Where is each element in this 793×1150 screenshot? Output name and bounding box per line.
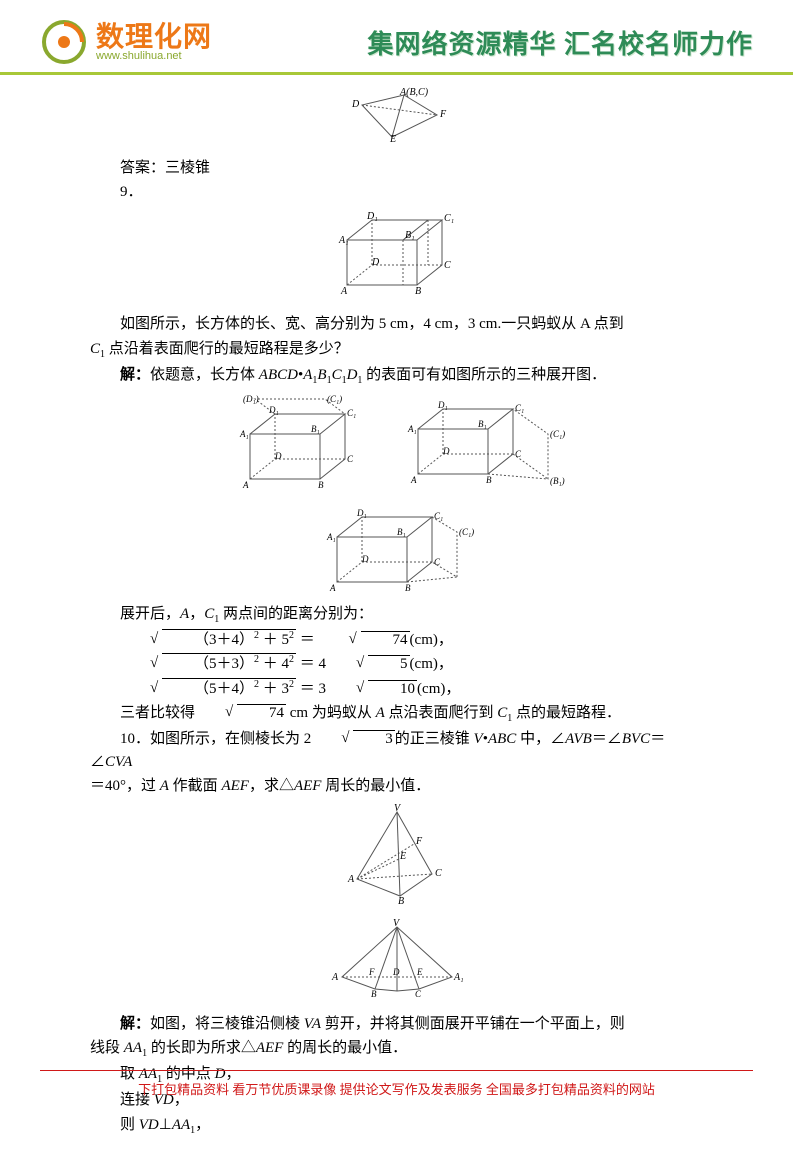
svg-text:B: B — [415, 286, 421, 297]
q9-number: 9． — [90, 181, 703, 204]
svg-text:D₁: D₁ — [366, 211, 378, 222]
svg-text:D: D — [361, 554, 369, 564]
svg-text:B: B — [398, 896, 404, 904]
svg-text:A: A — [340, 286, 348, 297]
svg-text:A₁: A₁ — [453, 972, 464, 983]
svg-text:F: F — [415, 836, 423, 847]
logo-icon — [40, 18, 88, 66]
svg-text:E: E — [389, 134, 396, 143]
figure-unfold-row1: (D₁) (C₁) D₁ C₁ A₁ B₁ A D C B — [90, 390, 703, 498]
svg-text:B₁: B₁ — [397, 527, 406, 537]
svg-text:D: D — [274, 451, 282, 461]
q10-text-2: ＝40°，过 A 作截面 AEF，求△AEF 周长的最小值． — [90, 775, 703, 798]
svg-text:A₁: A₁ — [407, 424, 417, 434]
q9-unfold-intro: 展开后，A，C1 两点间的距离分别为： — [90, 603, 703, 627]
svg-text:B₁: B₁ — [478, 419, 487, 429]
svg-text:V: V — [394, 804, 402, 814]
svg-text:A₁: A₁ — [338, 235, 349, 246]
svg-text:C: C — [515, 449, 522, 459]
page-header: 数理化网 www.shulihua.net 集网络资源精华 汇名校名师力作 — [0, 0, 793, 75]
svg-text:C: C — [434, 557, 441, 567]
svg-text:A: A — [410, 475, 417, 485]
svg-text:A(B,C): A(B,C) — [399, 87, 429, 98]
svg-text:D: D — [371, 257, 380, 268]
svg-text:C₁: C₁ — [444, 213, 454, 224]
figure-tripyramid: V A B C E F — [342, 800, 452, 908]
q9-eq1: （3＋4）2 ＋ 52 ＝ 74(cm)， — [90, 629, 703, 652]
svg-text:A₁: A₁ — [326, 532, 336, 542]
page-content: A(B,C) D E F 答案：三棱锥 9． — [0, 75, 793, 1150]
svg-text:A: A — [347, 874, 355, 885]
svg-text:C: C — [444, 260, 451, 271]
svg-text:D₁: D₁ — [437, 400, 448, 410]
svg-text:C: C — [415, 989, 422, 999]
svg-text:A: A — [242, 480, 249, 490]
figure-pyramid-small: A(B,C) D E F — [342, 83, 452, 147]
svg-text:F: F — [439, 109, 447, 120]
q10-sol-5: 则 VD⊥AA1， — [90, 1114, 703, 1138]
q9-sol-intro: 解：依题意，长方体 ABCD•A1B1C1D1 的表面可有如图所示的三种展开图． — [90, 364, 703, 388]
q10-sol-2: 线段 AA1 的长即为所求△AEF 的周长的最小值． — [90, 1037, 703, 1061]
svg-text:B: B — [486, 475, 492, 485]
answer-8: 答案：三棱锥 — [90, 157, 703, 180]
svg-text:(C₁): (C₁) — [327, 394, 342, 404]
svg-text:C: C — [347, 454, 354, 464]
page-footer: 下打包精品资料 看万节优质课录像 提供论文写作及发表服务 全国最多打包精品资料的… — [0, 1070, 793, 1098]
site-logo: 数理化网 www.shulihua.net — [40, 18, 212, 66]
svg-text:D: D — [392, 967, 400, 977]
svg-text:V: V — [393, 919, 401, 929]
header-slogan: 集网络资源精华 汇名校名师力作 — [212, 24, 753, 61]
footer-text: 下打包精品资料 看万节优质课录像 提供论文写作及发表服务 全国最多打包精品资料的… — [0, 1071, 793, 1098]
q9-text-1: 如图所示，长方体的长、宽、高分别为 5 cm，4 cm，3 cm.一只蚂蚁从 A… — [90, 313, 703, 336]
q9-eq3: （5＋4）2 ＋ 32 ＝ 310(cm)， — [90, 678, 703, 701]
logo-url: www.shulihua.net — [96, 51, 212, 62]
svg-text:C₁: C₁ — [434, 511, 443, 521]
q9-text-2: C1 C₁ 点沿着表面爬行的最短路程是多少？点沿着表面爬行的最短路程是多少？ — [90, 338, 703, 362]
svg-text:(C₁): (C₁) — [459, 527, 474, 537]
svg-text:B₁: B₁ — [405, 230, 415, 241]
svg-text:C: C — [435, 868, 442, 879]
svg-text:(D₁): (D₁) — [243, 394, 259, 404]
svg-text:E: E — [399, 851, 406, 862]
logo-text-cn: 数理化网 — [96, 23, 212, 51]
figure-unfold-row2: D₁ C₁ A₁ B₁ A D C B (C₁) — [90, 498, 703, 601]
q10-text-1: 10．如图所示，在侧棱长为 23的正三棱锥 V•ABC 中，∠AVB＝∠BVC＝… — [90, 728, 703, 773]
svg-text:F: F — [368, 967, 375, 977]
q10-sol-1: 解：如图，将三棱锥沿侧棱 VA 剪开，并将其侧面展开平铺在一个平面上，则 — [90, 1013, 703, 1036]
svg-text:A₁: A₁ — [239, 429, 249, 439]
svg-text:C₁: C₁ — [515, 403, 524, 413]
svg-text:D₁: D₁ — [268, 405, 279, 415]
figure-cuboid: A₁ D₁ C₁ B₁ A D C B — [327, 206, 467, 304]
svg-text:D: D — [442, 446, 450, 456]
svg-text:D₁: D₁ — [356, 508, 367, 518]
svg-text:A: A — [329, 583, 336, 593]
svg-text:A: A — [331, 972, 339, 983]
svg-text:B: B — [405, 583, 411, 593]
figure-unfolded-fan: V A A₁ F D E B C — [327, 915, 467, 1003]
svg-text:D: D — [351, 99, 360, 110]
svg-text:B: B — [318, 480, 324, 490]
q9-conclusion: 三者比较得74 cm 为蚂蚁从 A 点沿表面爬行到 C1 点的最短路程． — [90, 702, 703, 726]
svg-text:E: E — [416, 967, 423, 977]
svg-text:B₁: B₁ — [311, 424, 320, 434]
svg-text:C₁: C₁ — [347, 408, 356, 418]
svg-text:B: B — [371, 989, 377, 999]
svg-text:(B₁): (B₁) — [550, 476, 565, 486]
svg-text:(C₁): (C₁) — [550, 429, 565, 439]
q9-eq2: （5＋3）2 ＋ 42 ＝ 45(cm)， — [90, 653, 703, 676]
